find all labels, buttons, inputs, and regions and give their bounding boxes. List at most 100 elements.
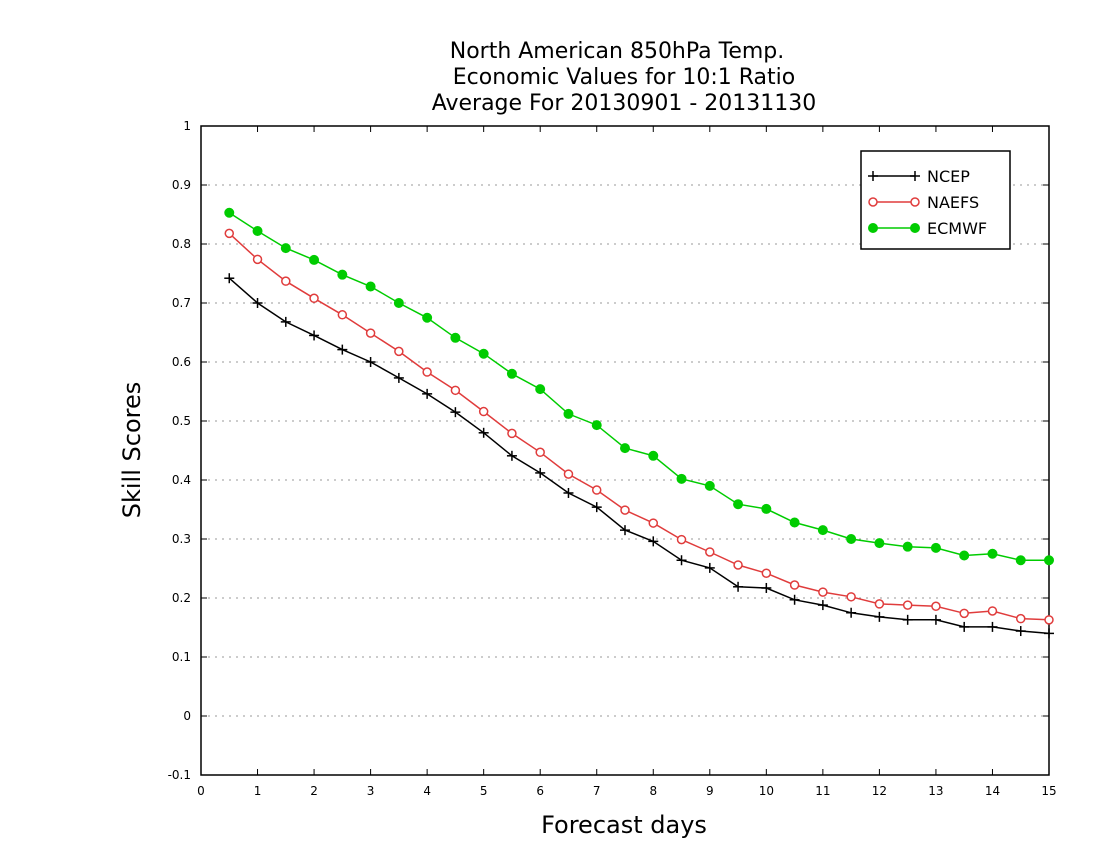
data-point-naefs [563, 469, 574, 479]
legend-item-ecmwf: ECMWF [868, 219, 987, 238]
data-point-ncep [761, 582, 772, 593]
legend-marker [868, 223, 878, 233]
data-point-ncep [280, 316, 291, 327]
title-line-3: Average For 20130901 - 20131130 [432, 91, 817, 116]
y-tick-label: 0.8 [172, 237, 191, 251]
x-tick-label: 15 [1041, 784, 1056, 798]
series-ecmwf [224, 207, 1054, 566]
data-point-ecmwf [591, 420, 602, 431]
data-point-ecmwf [224, 207, 235, 218]
data-point-ncep [874, 611, 885, 622]
data-point-naefs [846, 592, 856, 602]
data-point-ecmwf [902, 541, 913, 552]
legend-label-ncep: NCEP [927, 167, 970, 186]
data-point-ncep [252, 298, 263, 308]
y-tick-label: 0.9 [172, 178, 191, 192]
data-point-ncep [535, 467, 546, 478]
data-point-naefs [648, 518, 659, 528]
legend-item-naefs: NAEFS [868, 193, 979, 212]
data-point-naefs [309, 293, 319, 304]
data-point-naefs [1015, 613, 1026, 624]
data-point-naefs [733, 560, 743, 570]
data-point-ecmwf [309, 254, 320, 265]
chart-title: North American 850hPa Temp. Economic Val… [432, 39, 817, 116]
data-point-naefs [591, 485, 602, 495]
data-point-naefs [959, 608, 969, 619]
data-point-ecmwf [535, 384, 546, 395]
data-point-ncep [224, 273, 235, 284]
data-point-ncep [987, 621, 998, 632]
x-tick-label: 12 [872, 784, 887, 798]
data-point-ncep [648, 536, 659, 547]
data-point-ecmwf [620, 443, 630, 454]
data-point-naefs [1044, 615, 1054, 625]
data-point-ecmwf [506, 368, 517, 379]
x-tick-label: 13 [928, 784, 943, 798]
y-tick-label: 0.6 [172, 355, 191, 369]
legend-label-ecmwf: ECMWF [927, 219, 987, 238]
data-point-naefs [337, 310, 348, 320]
y-tick-label: 0.2 [172, 591, 191, 605]
x-tick-label: 2 [310, 784, 318, 798]
legend-marker [910, 197, 920, 207]
data-point-ncep [478, 427, 489, 438]
data-point-ncep [393, 372, 404, 383]
data-point-ecmwf [280, 243, 291, 254]
data-point-ncep [309, 330, 320, 341]
data-point-ncep [789, 594, 800, 605]
data-point-ecmwf [393, 298, 404, 308]
x-axis-title: Forecast days [541, 811, 707, 839]
plot-frame [200, 125, 1050, 776]
series-naefs [224, 228, 1054, 625]
y-tick-label: 1 [183, 119, 191, 133]
legend-marker [868, 171, 878, 181]
data-point-ncep [676, 555, 687, 566]
data-point-naefs [535, 447, 545, 458]
data-point-ecmwf [337, 269, 348, 280]
series-line-ncep [228, 277, 1050, 635]
x-tick-label: 10 [759, 784, 774, 798]
data-point-ecmwf [817, 525, 828, 536]
data-point-ncep [450, 407, 461, 418]
data-point-ncep [422, 388, 433, 399]
data-point-ecmwf [959, 550, 970, 561]
series-line-naefs [228, 232, 1050, 621]
x-tick-label: 0 [197, 784, 205, 798]
x-tick-label: 5 [480, 784, 488, 798]
data-point-naefs [224, 228, 235, 239]
data-point-naefs [478, 406, 489, 417]
x-tick-label: 11 [815, 784, 830, 798]
data-point-naefs [874, 599, 885, 609]
data-point-ecmwf [1015, 555, 1026, 566]
data-point-ecmwf [478, 348, 489, 359]
x-tick-label: 3 [367, 784, 375, 798]
title-line-2: Economic Values for 10:1 Ratio [453, 65, 795, 90]
data-point-naefs [252, 254, 263, 265]
data-point-naefs [902, 600, 913, 610]
data-point-ecmwf [930, 542, 941, 553]
legend: NCEP NAEFS ECMWF [860, 150, 1011, 250]
y-tick-label: 0.3 [172, 532, 191, 546]
data-point-ncep [902, 614, 913, 625]
data-point-ecmwf [1044, 555, 1054, 566]
data-point-ecmwf [846, 534, 857, 544]
legend-box [860, 150, 1011, 250]
data-point-naefs [422, 367, 432, 377]
series-ncep [224, 273, 1054, 639]
y-tick-label: 0.5 [172, 414, 191, 428]
legend-marker [910, 223, 920, 233]
legend-item-ncep: NCEP [868, 167, 970, 186]
data-point-ncep [817, 600, 828, 611]
data-point-ncep [506, 450, 517, 461]
data-point-ecmwf [733, 499, 744, 510]
data-point-ncep [959, 621, 970, 632]
data-point-ecmwf [789, 517, 800, 528]
data-point-ecmwf [761, 503, 772, 514]
data-point-ncep [1044, 628, 1054, 639]
y-tick-label: 0.1 [172, 650, 191, 664]
data-point-ncep [930, 614, 941, 625]
data-point-naefs [620, 505, 630, 515]
data-point-ecmwf [874, 538, 885, 549]
data-point-naefs [394, 346, 404, 357]
y-tick-label: 0.7 [172, 296, 191, 310]
